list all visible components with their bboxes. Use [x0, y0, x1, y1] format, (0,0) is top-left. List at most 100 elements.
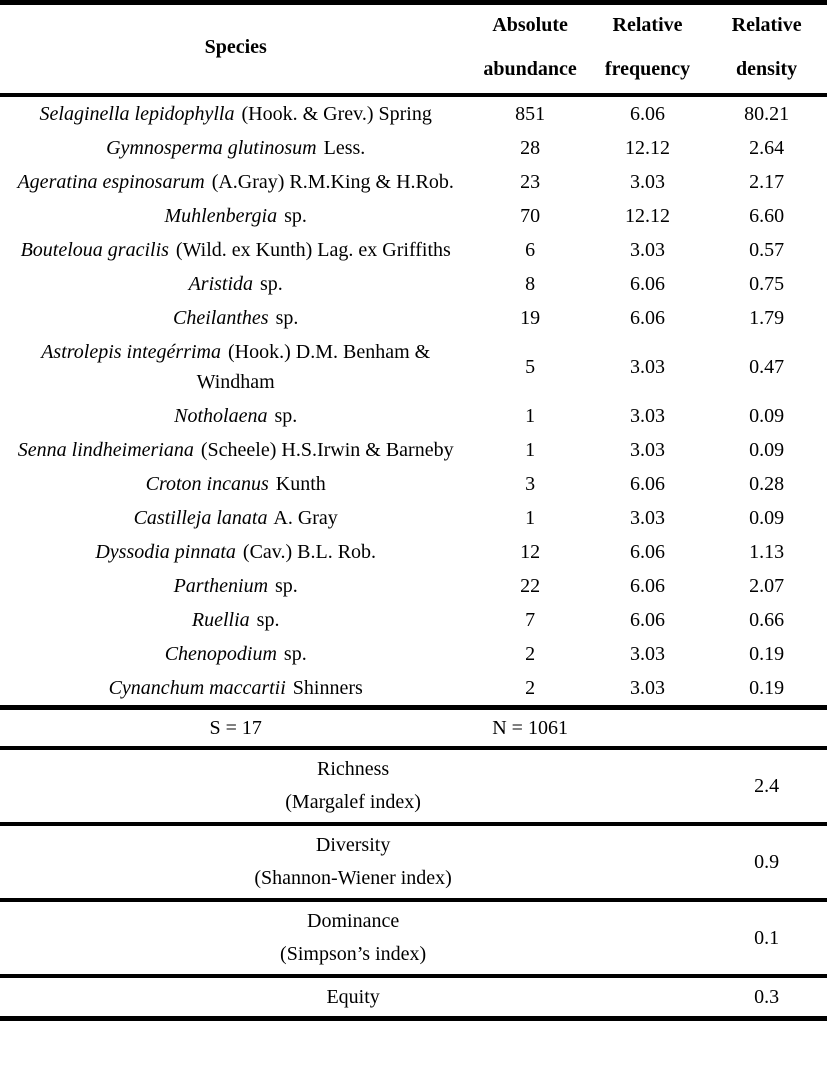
density-cell: 0.09 [749, 405, 785, 427]
species-row: Parthenium sp. 22 6.06 2.07 [0, 569, 827, 603]
density-cell: 0.75 [749, 273, 785, 295]
species-name-cell: Aristida sp. [0, 267, 471, 301]
abundance-cell: 2 [525, 677, 536, 699]
col-header-relative-frequency: Relative frequency [589, 3, 706, 96]
species-row: Croton incanus Kunth 3 6.06 0.28 [0, 467, 827, 501]
header-row: Species Absolute abundance Relative freq… [0, 3, 827, 96]
table-header: Species Absolute abundance Relative freq… [0, 3, 827, 96]
species-binomial: Cheilanthes [173, 307, 269, 329]
species-row: Cynanchum maccartii Shinners 2 3.03 0.19 [0, 671, 827, 708]
dominance-label-line2: (Simpson’s index) [280, 943, 427, 965]
abundance-cell: 6 [525, 239, 536, 261]
species-name-cell: Cheilanthes sp. [0, 301, 471, 335]
frequency-cell: 6.06 [630, 473, 666, 495]
col-header-species-label: Species [204, 36, 267, 58]
col-header-abundance-line1: Absolute [492, 14, 568, 36]
richness-value: 2.4 [754, 774, 780, 797]
frequency-cell: 6.06 [630, 575, 666, 597]
species-binomial: Gymnosperma glutinosum [106, 137, 317, 159]
species-row: Senna lindheimeriana (Scheele) H.S.Irwin… [0, 433, 827, 467]
species-authority: Kunth [270, 473, 326, 495]
empty-cell [589, 708, 706, 749]
species-binomial: Parthenium [173, 575, 269, 597]
frequency-cell: 3.03 [630, 356, 666, 378]
species-count-total: S = 17 [209, 717, 262, 739]
species-authority: sp. [255, 273, 283, 295]
species-row: Gymnosperma glutinosum Less. 28 12.12 2.64 [0, 131, 827, 165]
diversity-label-line2: (Shannon-Wiener index) [254, 867, 452, 889]
density-cell: 2.64 [749, 137, 785, 159]
richness-label-line1: Richness [317, 758, 390, 780]
frequency-cell: 12.12 [625, 205, 671, 227]
density-cell: 0.09 [749, 439, 785, 461]
density-cell: 0.19 [749, 643, 785, 665]
totals-row: S = 17 N = 1061 [0, 707, 827, 749]
species-binomial: Cynanchum maccartii [108, 677, 286, 699]
abundance-cell: 7 [525, 609, 536, 631]
richness-label-line2: (Margalef index) [285, 791, 421, 813]
species-authority: sp. [251, 609, 280, 631]
diversity-value: 0.9 [754, 850, 780, 873]
species-row: Cheilanthes sp. 19 6.06 1.79 [0, 301, 827, 335]
species-authority: (Wild. ex Kunth) Lag. ex Griffiths [170, 239, 451, 261]
richness-row: Richness (Margalef index) 2.4 [0, 748, 827, 824]
abundance-cell: 1 [525, 405, 536, 427]
col-header-density-line2: density [736, 58, 798, 80]
species-name-cell: Muhlenbergia sp. [0, 199, 471, 233]
species-binomial: Senna lindheimeriana [17, 439, 194, 461]
species-binomial: Aristida [188, 273, 254, 295]
frequency-cell: 3.03 [630, 507, 666, 529]
abundance-cell: 70 [520, 205, 541, 227]
species-row: Ruellia sp. 7 6.06 0.66 [0, 603, 827, 637]
species-binomial: Selaginella lepidophylla [39, 103, 235, 125]
species-name-cell: Astrolepis integérrima (Hook.) D.M. Benh… [0, 335, 471, 399]
dominance-label: Dominance (Simpson’s index) [0, 900, 706, 976]
species-row: Bouteloua gracilis (Wild. ex Kunth) Lag.… [0, 233, 827, 267]
frequency-cell: 3.03 [630, 239, 666, 261]
frequency-cell: 6.06 [630, 103, 666, 125]
species-row: Dyssodia pinnata (Cav.) B.L. Rob. 12 6.06 1… [0, 535, 827, 569]
species-name-cell: Gymnosperma glutinosum Less. [0, 131, 471, 165]
species-authority: (Hook. & Grev.) Spring [236, 103, 432, 125]
species-name-cell: Ruellia sp. [0, 603, 471, 637]
species-authority: A. Gray [269, 507, 338, 529]
col-header-absolute-abundance: Absolute abundance [471, 3, 588, 96]
species-rows: Selaginella lepidophylla (Hook. & Grev.)… [0, 95, 827, 708]
col-header-species: Species [0, 3, 471, 96]
density-cell: 6.60 [749, 205, 785, 227]
species-binomial: Muhlenbergia [164, 205, 278, 227]
species-row: Notholaena sp. 1 3.03 0.09 [0, 399, 827, 433]
frequency-cell: 6.06 [630, 609, 666, 631]
col-header-abundance-line2: abundance [483, 58, 577, 80]
dominance-value: 0.1 [754, 926, 780, 949]
frequency-cell: 3.03 [630, 439, 666, 461]
species-authority: Shinners [287, 677, 363, 699]
species-binomial: Croton incanus [145, 473, 269, 495]
col-header-frequency-line2: frequency [604, 58, 691, 80]
col-header-frequency-line1: Relative [612, 14, 683, 36]
species-name-cell: Cynanchum maccartii Shinners [0, 671, 471, 708]
density-cell: 2.17 [749, 171, 785, 193]
species-name-cell: Chenopodium sp. [0, 637, 471, 671]
summary-rows: S = 17 N = 1061 Richness (Margalef index… [0, 707, 827, 1019]
species-name-cell: Senna lindheimeriana (Scheele) H.S.Irwin… [0, 433, 471, 467]
dominance-row: Dominance (Simpson’s index) 0.1 [0, 900, 827, 976]
frequency-cell: 12.12 [625, 137, 671, 159]
species-authority: (Hook.) D.M. Benham & Windham [196, 341, 431, 393]
species-authority: sp. [278, 643, 307, 665]
density-cell: 0.09 [749, 507, 785, 529]
species-name-cell: Castilleja lanata A. Gray [0, 501, 471, 535]
abundance-cell: 8 [525, 273, 536, 295]
species-name-cell: Bouteloua gracilis (Wild. ex Kunth) Lag.… [0, 233, 471, 267]
diversity-label-line1: Diversity [315, 834, 391, 856]
frequency-cell: 3.03 [630, 677, 666, 699]
col-header-relative-density: Relative density [706, 3, 827, 96]
density-cell: 2.07 [749, 575, 785, 597]
abundance-cell: 22 [520, 575, 541, 597]
diversity-label: Diversity (Shannon-Wiener index) [0, 824, 706, 900]
species-authority: sp. [269, 405, 298, 427]
species-name-cell: Dyssodia pinnata (Cav.) B.L. Rob. [0, 535, 471, 569]
abundance-cell: 28 [520, 137, 541, 159]
species-name-cell: Croton incanus Kunth [0, 467, 471, 501]
frequency-cell: 3.03 [630, 643, 666, 665]
